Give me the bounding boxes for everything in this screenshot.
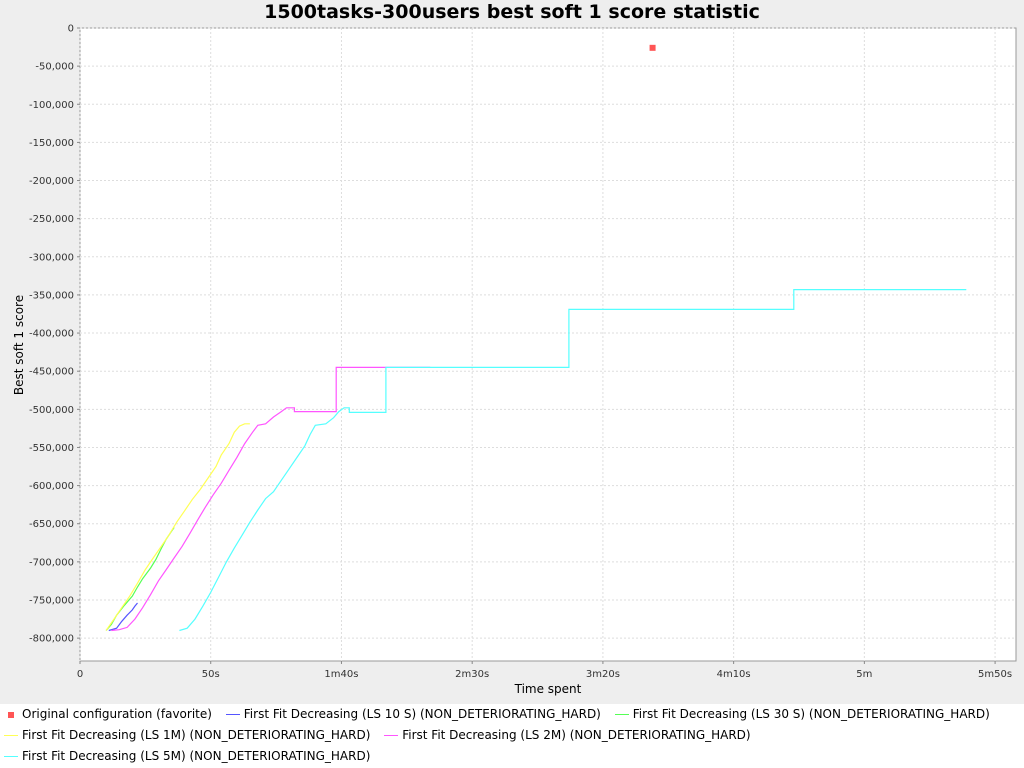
legend-swatch-ls30s <box>614 714 629 715</box>
series-lines <box>105 44 967 632</box>
y-tick-label: -400,000 <box>29 329 74 340</box>
legend-item-ls2m: First Fit Decreasing (LS 2M) (NON_DETERI… <box>384 725 751 745</box>
y-tick-label: -600,000 <box>29 481 74 492</box>
x-tick-label: 5m <box>856 669 872 680</box>
axis-ticks: 0 -50,000 -100,000 -150,000 -200,000 -250,000… <box>29 24 1012 681</box>
legend-row: First Fit Decreasing (LS 5M) (NON_DETERI… <box>4 746 380 766</box>
legend-item-ls30s: First Fit Decreasing (LS 30 S) (NON_DETE… <box>614 704 990 724</box>
x-tick-label: 1m40s <box>324 669 358 680</box>
legend-label-original: Original configuration (favorite) <box>22 707 212 721</box>
legend-label-ls10s: First Fit Decreasing (LS 10 S) (NON_DETE… <box>243 707 601 721</box>
y-tick-label: -700,000 <box>29 557 74 568</box>
legend-row: First Fit Decreasing (LS 1M) (NON_DETERI… <box>4 725 761 745</box>
y-tick-label: -250,000 <box>29 214 74 225</box>
x-tick-label: 5m50s <box>978 669 1012 680</box>
legend-swatch-ls1m <box>4 735 18 736</box>
legend-label-ls2m: First Fit Decreasing (LS 2M) (NON_DETERI… <box>402 728 751 742</box>
y-tick-label: -200,000 <box>29 176 74 187</box>
y-tick-label: -300,000 <box>29 252 74 263</box>
y-tick-label: -50,000 <box>35 62 74 73</box>
series-line-3 <box>105 423 250 631</box>
y-tick-label: -350,000 <box>29 290 74 301</box>
chart-plot: 0 -50,000 -100,000 -150,000 -200,000 -250,000… <box>12 24 1017 696</box>
x-tick-label: 2m30s <box>455 669 489 680</box>
y-tick-label: -100,000 <box>29 100 74 111</box>
plot-area <box>79 27 1017 662</box>
legend-swatch-ls5m <box>4 756 18 757</box>
y-tick-label: -500,000 <box>29 405 74 416</box>
y-tick-label: 0 <box>68 24 74 35</box>
legend-label-ls5m: First Fit Decreasing (LS 5M) (NON_DETERI… <box>22 749 371 763</box>
series-line-5 <box>179 289 967 632</box>
legend-item-ls1m: First Fit Decreasing (LS 1M) (NON_DETERI… <box>4 725 370 745</box>
series-point-original <box>649 44 656 51</box>
y-tick-label: -450,000 <box>29 367 74 378</box>
legend-label-ls1m: First Fit Decreasing (LS 1M) (NON_DETERI… <box>22 728 371 742</box>
legend-swatch-ls2m <box>384 735 399 736</box>
chart-title: 1500tasks-300users best soft 1 score sta… <box>264 1 760 23</box>
legend-label-ls30s: First Fit Decreasing (LS 30 S) (NON_DETE… <box>632 707 990 721</box>
legend-row: Original configuration (favorite) First … <box>4 704 1000 724</box>
grid-lines <box>79 27 1016 661</box>
x-tick-label: 3m20s <box>586 669 620 680</box>
legend: Original configuration (favorite) First … <box>0 704 1024 768</box>
series-line-1 <box>108 602 138 632</box>
y-tick-label: -150,000 <box>29 138 74 149</box>
legend-swatch-ls10s <box>225 714 240 715</box>
y-axis-label: Best soft 1 score <box>12 295 26 395</box>
legend-item-ls5m: First Fit Decreasing (LS 5M) (NON_DETERI… <box>4 746 370 766</box>
legend-item-original: Original configuration (favorite) <box>4 704 212 724</box>
legend-swatch-original <box>8 711 14 718</box>
x-axis-label: Time spent <box>514 682 582 696</box>
legend-item-ls10s: First Fit Decreasing (LS 10 S) (NON_DETE… <box>225 704 601 724</box>
x-tick-label: 50s <box>202 669 220 680</box>
x-tick-label: 0 <box>77 669 83 680</box>
y-tick-label: -550,000 <box>29 443 74 454</box>
y-tick-label: -800,000 <box>29 634 74 645</box>
y-tick-label: -650,000 <box>29 519 74 530</box>
series-line-4 <box>111 366 431 632</box>
x-tick-label: 4m10s <box>717 669 751 680</box>
y-tick-label: -750,000 <box>29 595 74 606</box>
